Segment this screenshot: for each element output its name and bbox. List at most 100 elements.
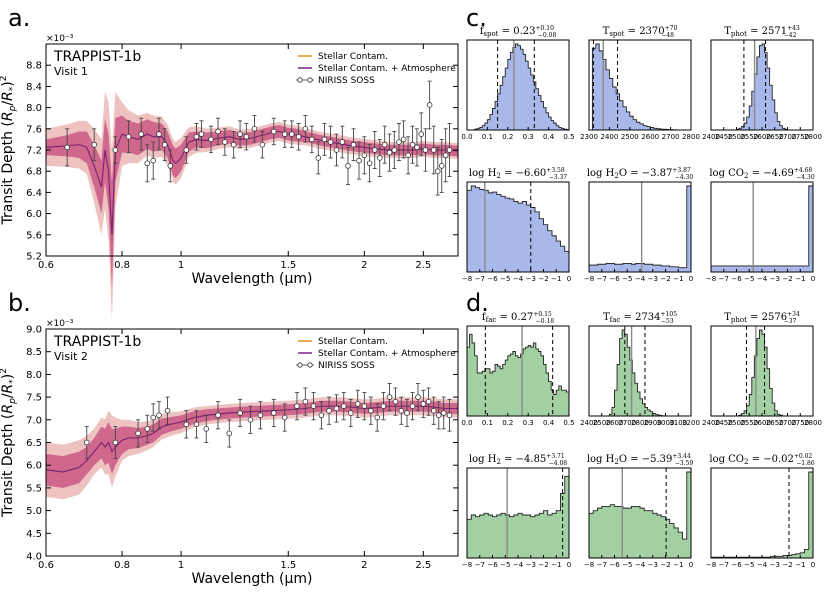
spectrum-chart-visit-2: 0.6 0.8 1 1.5 2 2.5 4.0 4.5 5.0 5.5 6.0 6.5 7.0 7.5 8.…: [0, 319, 459, 587]
panel-frame: [466, 325, 570, 417]
data-point: [226, 430, 233, 437]
x-tick-label: 0.3: [523, 419, 534, 427]
x-tick-label: 2650: [766, 133, 784, 141]
x-tick-label: 2600: [753, 419, 771, 427]
x-tick-label: −6: [609, 275, 620, 283]
x-tick-label: −1: [795, 561, 805, 569]
data-point: [91, 141, 98, 148]
data-point: [193, 421, 200, 428]
axis-exponent: ×10⁻³: [46, 34, 74, 44]
x-tick-label: 0.1: [482, 419, 493, 427]
data-point: [374, 414, 381, 421]
x-tick-label: −3: [770, 275, 780, 283]
data-point: [125, 133, 132, 140]
data-point: [281, 414, 288, 421]
legend-swatch-data: [297, 362, 303, 368]
data-point: [430, 147, 437, 153]
data-point: [215, 128, 221, 135]
data-point: [356, 157, 362, 164]
data-point: [409, 141, 416, 148]
data-point: [371, 147, 378, 153]
x-tick-label: −3: [526, 275, 536, 283]
x-tick-label: 2500: [728, 133, 746, 141]
data-point: [392, 398, 399, 405]
data-point: [380, 403, 387, 409]
x-tick-label: −7: [475, 561, 485, 569]
panel-label-b: b.: [8, 289, 31, 317]
panel-frame: [466, 39, 570, 131]
histogram-bars: [711, 329, 813, 417]
histogram-bars: [466, 185, 570, 273]
x-tick-label: 0: [689, 561, 693, 569]
x-tick-label: 0: [811, 275, 815, 283]
x-tick-label: 2750: [791, 419, 809, 427]
x-tick-label: −6: [487, 275, 498, 283]
x-tick-label: −8: [706, 561, 716, 569]
data-point: [230, 141, 237, 148]
x-tick-label: 1.5: [280, 560, 296, 571]
histogram-bars: [710, 185, 814, 273]
y-tick-label: 5.0: [26, 506, 42, 517]
y-tick-label: 4.5: [26, 529, 42, 540]
data-point: [339, 139, 346, 145]
x-tick-label: 2600: [641, 133, 659, 141]
x-tick-label: 3100: [669, 419, 687, 427]
visit-label: Visit 1: [54, 65, 88, 78]
x-tick-label: 0.4: [543, 419, 555, 427]
histogram-bars: [589, 43, 691, 131]
posterior-panel-log-co2: −8 −7 −6 −5 −4 −3 −2 −1 0 log CO2 = −0.02+0.02 −1.…: [706, 453, 815, 569]
data-point: [430, 407, 437, 414]
x-tick-label: −2: [660, 561, 670, 569]
data-point: [361, 152, 368, 159]
data-point: [198, 131, 205, 137]
data-point: [446, 412, 453, 419]
y-tick-label: 6.0: [26, 209, 42, 220]
data-point: [64, 144, 70, 151]
panel-label-c: c.: [466, 4, 487, 32]
data-point: [420, 401, 427, 407]
x-tick-label: 2700: [779, 419, 797, 427]
posterior-title: log H2O = −5.39+3.44 −3.59: [587, 453, 694, 467]
data-point: [366, 160, 373, 167]
data-point: [347, 410, 354, 416]
data-point: [270, 128, 277, 135]
panel-frame: [710, 467, 814, 559]
data-point: [400, 136, 407, 143]
data-point: [318, 412, 325, 419]
x-tick-label: −7: [597, 275, 607, 283]
x-tick-label: 2700: [779, 133, 797, 141]
posterior-title: fspot = 0.23+0.10 −0.08: [480, 25, 557, 39]
data-point: [309, 136, 315, 143]
y-tick-label: 6.8: [26, 167, 42, 178]
y-tick-label: 7.6: [26, 124, 42, 135]
x-tick-label: 1: [178, 560, 184, 571]
axis-exponent: ×10⁻³: [46, 319, 74, 329]
x-axis-label: Wavelength (µm): [192, 571, 313, 587]
data-point: [150, 414, 157, 421]
posterior-panel-log-h2o: −8 −7 −6 −5 −4 −3 −2 −1 0 log H2O = −5.39+3.44 −3.…: [584, 453, 694, 569]
data-point: [247, 416, 254, 423]
panel-frame: [710, 181, 814, 273]
model-band-1sigma: [46, 115, 458, 288]
x-tick-label: 2650: [766, 419, 784, 427]
y-tick-label: 9.0: [26, 325, 42, 336]
target-name: TRAPPIST-1b: [53, 49, 141, 65]
x-tick-label: 2: [361, 560, 367, 571]
posterior-title: log CO2 = −0.02+0.02 −1.86: [709, 453, 814, 467]
data-point: [208, 136, 214, 143]
x-tick-label: −3: [526, 561, 536, 569]
posterior-title: log H2 = −4.85+3.71 −4.08: [469, 453, 567, 467]
x-tick-label: 0.6: [38, 260, 54, 271]
x-tick-label: 2600: [753, 133, 771, 141]
data-point: [83, 439, 90, 446]
data-point: [327, 139, 334, 145]
x-tick-label: −3: [770, 561, 780, 569]
data-point: [193, 133, 200, 140]
legend-swatch-data: [307, 362, 313, 368]
x-tick-label: −5: [622, 561, 632, 569]
data-point: [215, 412, 221, 419]
data-point: [368, 407, 374, 414]
data-point: [315, 155, 322, 161]
